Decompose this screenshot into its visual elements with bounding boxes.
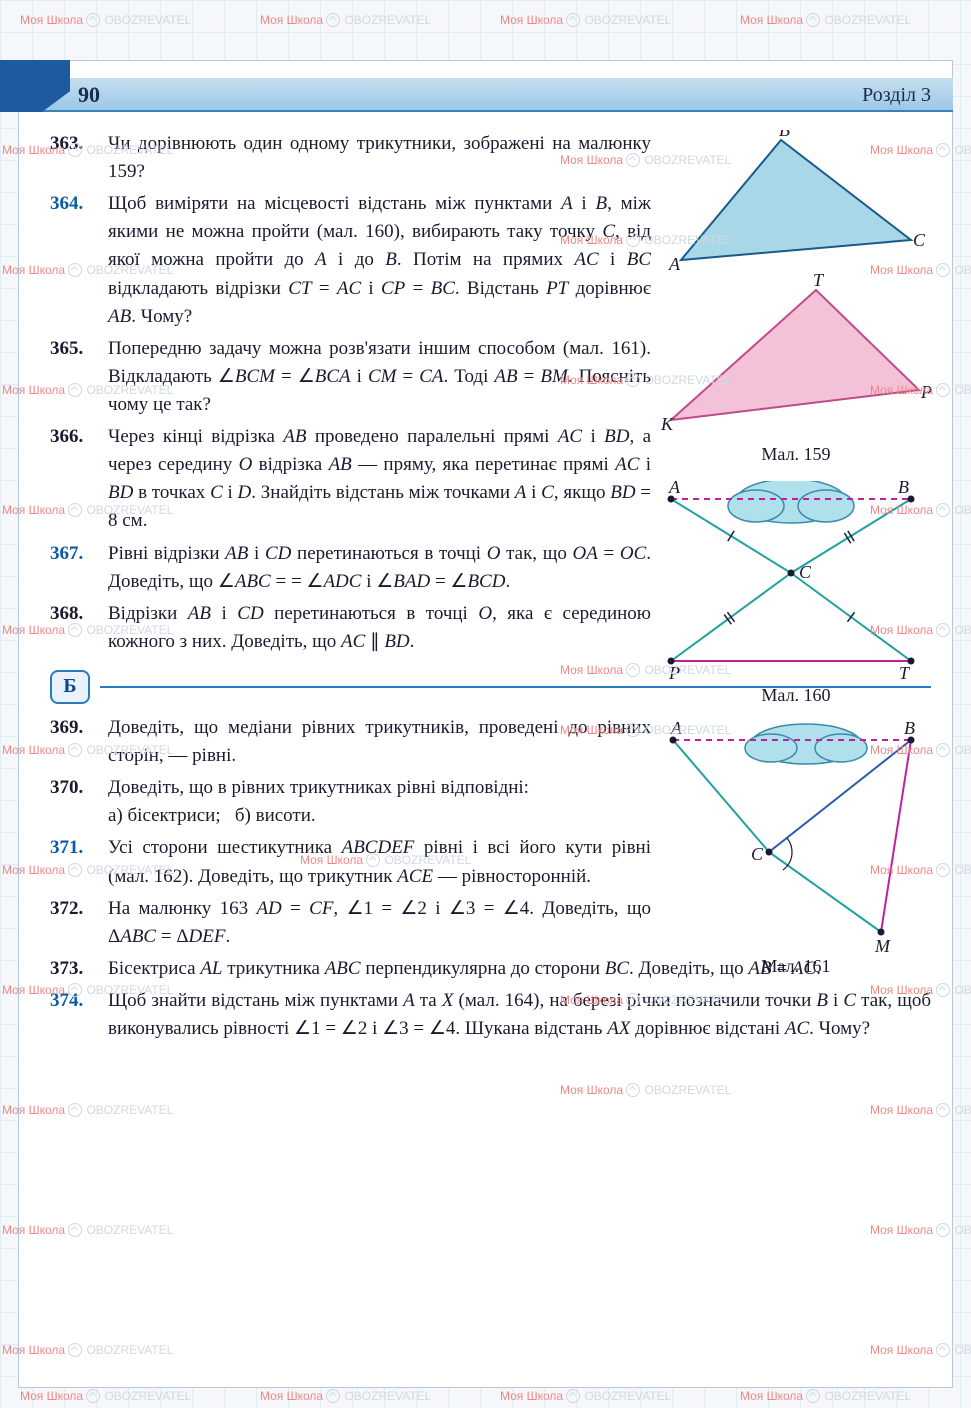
- figure-159: A B C K T P: [661, 130, 931, 440]
- svg-text:B: B: [898, 481, 909, 497]
- problem-374: 374.Щоб знайти відстань між пунктами A т…: [50, 987, 931, 1043]
- svg-text:A: A: [668, 254, 681, 274]
- problem-number: 370.: [50, 774, 108, 830]
- svg-text:T: T: [813, 270, 825, 290]
- svg-text:B: B: [904, 722, 915, 738]
- header-bar: [18, 78, 953, 112]
- section-b-badge: Б: [50, 670, 90, 704]
- svg-text:C: C: [913, 230, 926, 250]
- problem-number: 374.: [50, 987, 108, 1043]
- problem-number: 364.: [50, 190, 108, 331]
- figure-160-caption: Мал. 160: [661, 685, 931, 706]
- problem-number: 368.: [50, 600, 108, 656]
- figure-161-caption: Мал. 161: [661, 956, 931, 977]
- svg-text:M: M: [874, 936, 891, 952]
- problem-number: 366.: [50, 423, 108, 535]
- svg-text:P: P: [668, 663, 680, 681]
- svg-text:C: C: [751, 844, 764, 864]
- problem-number: 372.: [50, 895, 108, 951]
- svg-text:K: K: [661, 414, 674, 434]
- page-number: 90: [78, 82, 100, 108]
- problem-text: Щоб знайти відстань між пунктами A та X …: [108, 987, 931, 1043]
- figure-161: A B C M: [661, 722, 931, 952]
- svg-text:P: P: [920, 382, 931, 402]
- chapter-label: Розділ 3: [862, 84, 931, 107]
- problem-number: 363.: [50, 130, 108, 186]
- svg-text:T: T: [899, 663, 911, 681]
- figure-159-caption: Мал. 159: [661, 444, 931, 465]
- problem-number: 365.: [50, 335, 108, 419]
- problem-number: 373.: [50, 955, 108, 983]
- svg-text:B: B: [779, 130, 790, 140]
- problem-number: 369.: [50, 714, 108, 770]
- svg-text:A: A: [670, 722, 683, 738]
- problem-number: 371.: [50, 834, 108, 890]
- svg-text:C: C: [799, 562, 812, 582]
- problem-number: 367.: [50, 540, 108, 596]
- figure-160: A B C P T: [661, 481, 931, 681]
- svg-text:A: A: [668, 481, 681, 497]
- figure-zone: A B C K T P Мал. 159 A B C P T Мал. 160 A B C M Мал.…: [661, 130, 931, 993]
- content-area: 363.Чи дорівнюють один одному трикутники…: [50, 130, 931, 1378]
